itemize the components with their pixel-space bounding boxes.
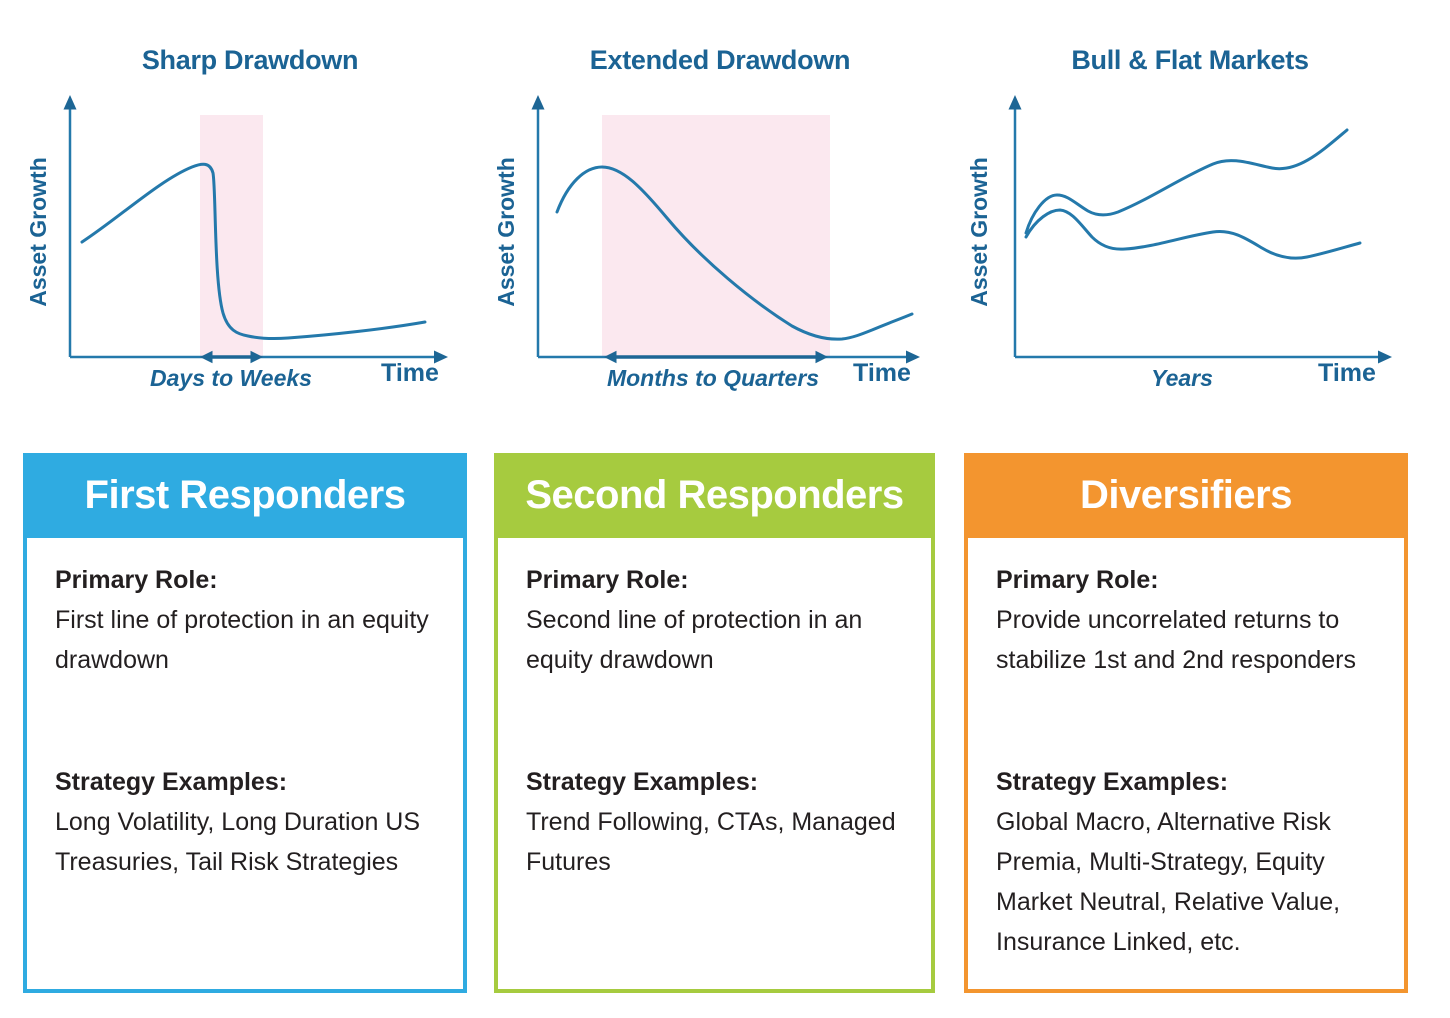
chart-sharp-drawdown: Sharp Drawdown Asset Growth Days to Week…	[30, 45, 470, 395]
primary-role-text: Provide uncorrelated returns to stabiliz…	[996, 606, 1356, 674]
drawdown-shaded-region	[200, 115, 263, 357]
strategy-examples-section: Strategy Examples: Trend Following, CTAs…	[526, 762, 905, 882]
right-arrowhead-icon	[250, 350, 263, 364]
card-first-responders: First Responders Primary Role: First lin…	[23, 453, 467, 993]
y-axis-arrowhead-icon	[531, 95, 545, 110]
x-axis-arrowhead-icon	[1378, 350, 1392, 364]
primary-role-label: Primary Role:	[55, 566, 218, 594]
strategy-examples-label: Strategy Examples:	[996, 768, 1229, 796]
x-axis-label: Time	[853, 359, 911, 387]
card-body: Primary Role: First line of protection i…	[23, 538, 467, 993]
duration-label: Months to Quarters	[607, 365, 819, 391]
duration-double-arrow	[604, 350, 828, 364]
y-axis-arrowhead-icon	[63, 95, 77, 110]
card-body: Primary Role: Second line of protection …	[494, 538, 935, 993]
primary-role-section: Primary Role: Provide uncorrelated retur…	[996, 560, 1378, 762]
sharp-drawdown-plot: Asset Growth Days to Weeks Time	[30, 95, 448, 391]
card-body: Primary Role: Provide uncorrelated retur…	[964, 538, 1408, 993]
asset-growth-curve	[80, 162, 427, 341]
duration-label: Years	[1151, 365, 1213, 391]
left-arrowhead-icon	[604, 350, 617, 364]
card-second-responders: Second Responders Primary Role: Second l…	[494, 453, 935, 993]
y-axis-label: Asset Growth	[30, 157, 51, 307]
duration-double-arrow	[200, 350, 263, 364]
left-arrowhead-icon	[200, 350, 213, 364]
primary-role-label: Primary Role:	[526, 566, 689, 594]
strategy-examples-section: Strategy Examples: Global Macro, Alterna…	[996, 762, 1378, 962]
card-title: Diversifiers	[964, 453, 1408, 538]
y-axis-label: Asset Growth	[966, 157, 992, 307]
card-diversifiers: Diversifiers Primary Role: Provide uncor…	[964, 453, 1408, 993]
chart-title: Extended Drawdown	[589, 45, 851, 75]
flat-market-curve	[1024, 208, 1362, 260]
chart-extended-drawdown: Extended Drawdown Asset Growth Months to…	[490, 45, 950, 395]
card-title: First Responders	[23, 453, 467, 538]
primary-role-label: Primary Role:	[996, 566, 1159, 594]
primary-role-text: Second line of protection in an equity d…	[526, 606, 863, 674]
card-title: Second Responders	[494, 453, 935, 538]
primary-role-section: Primary Role: First line of protection i…	[55, 560, 437, 762]
bull-market-curve	[1024, 128, 1349, 235]
strategy-examples-label: Strategy Examples:	[526, 768, 759, 796]
chart-title: Bull & Flat Markets	[1071, 45, 1309, 75]
primary-role-section: Primary Role: Second line of protection …	[526, 560, 905, 762]
extended-drawdown-plot: Asset Growth Months to Quarters Time	[493, 95, 920, 391]
right-arrowhead-icon	[815, 350, 828, 364]
y-axis-arrowhead-icon	[1008, 95, 1022, 110]
x-axis-label: Time	[381, 359, 439, 387]
x-axis-label: Time	[1318, 359, 1376, 387]
duration-label: Days to Weeks	[150, 365, 312, 391]
asset-growth-curve	[555, 165, 914, 341]
strategy-examples-text: Trend Following, CTAs, Managed Futures	[526, 808, 896, 876]
chart-title: Sharp Drawdown	[141, 45, 359, 75]
drawdown-shaded-region	[602, 115, 830, 357]
primary-role-text: First line of protection in an equity dr…	[55, 606, 429, 674]
strategy-examples-section: Strategy Examples: Long Volatility, Long…	[55, 762, 437, 882]
x-axis-arrowhead-icon	[906, 350, 920, 364]
y-axis-label: Asset Growth	[493, 157, 519, 307]
bull-flat-markets-plot: Asset Growth Years Time	[966, 95, 1392, 391]
x-axis-arrowhead-icon	[434, 350, 448, 364]
strategy-examples-text: Long Volatility, Long Duration US Treasu…	[55, 808, 421, 876]
strategy-examples-label: Strategy Examples:	[55, 768, 288, 796]
strategy-examples-text: Global Macro, Alternative Risk Premia, M…	[996, 808, 1341, 956]
chart-bull-flat-markets: Bull & Flat Markets Asset Growth Years T…	[960, 45, 1420, 395]
